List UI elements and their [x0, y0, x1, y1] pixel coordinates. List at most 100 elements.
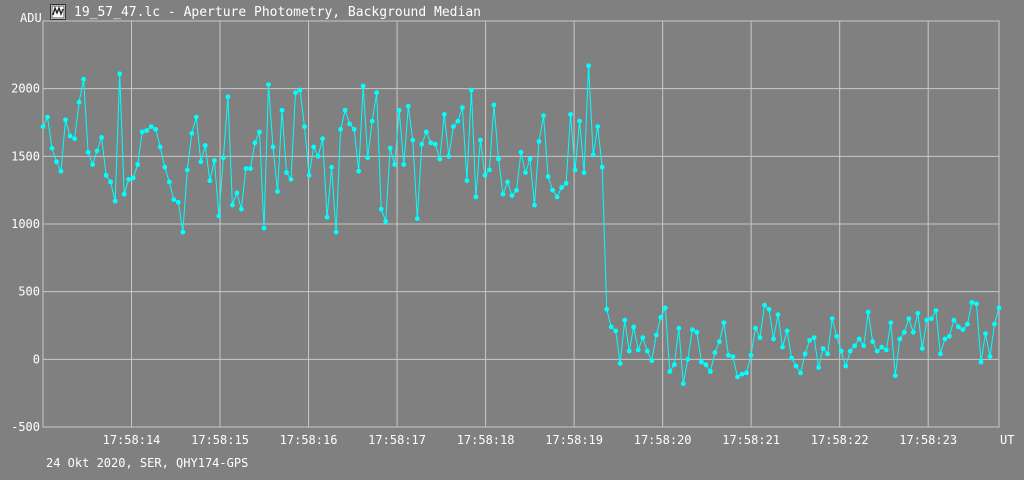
data-point [144, 128, 150, 134]
data-point [906, 316, 912, 322]
data-point [279, 107, 285, 113]
data-point [437, 156, 443, 162]
x-tick-label: 17:58:21 [722, 433, 780, 447]
data-point [419, 141, 425, 147]
data-point [987, 354, 993, 359]
data-point [865, 309, 871, 315]
data-point [184, 167, 190, 173]
data-point [248, 166, 253, 171]
x-tick-label: 17:58:18 [457, 433, 515, 447]
data-point [324, 214, 330, 220]
data-point [347, 121, 352, 127]
data-point [807, 338, 812, 343]
x-tick-label: 17:58:20 [634, 433, 692, 447]
data-point [897, 336, 903, 342]
data-point [662, 305, 668, 311]
data-point [266, 82, 271, 87]
plot-border [42, 20, 1000, 428]
data-point [649, 358, 655, 364]
data-point [108, 179, 113, 185]
data-point [870, 339, 876, 345]
data-point [586, 63, 591, 69]
data-point [360, 83, 366, 89]
data-point [58, 168, 64, 174]
data-point [874, 348, 880, 354]
data-point [387, 145, 393, 151]
data-point [414, 216, 420, 222]
data-point [739, 371, 745, 377]
data-point [67, 133, 73, 139]
data-point [536, 139, 542, 144]
data-point [816, 365, 821, 370]
lightcurve-app-icon[interactable] [50, 4, 66, 20]
data-point [834, 333, 840, 339]
data-point [351, 126, 357, 132]
data-point [532, 202, 537, 208]
data-point [960, 327, 966, 332]
data-point [230, 202, 235, 208]
data-point [85, 149, 91, 155]
data-point [929, 316, 934, 322]
data-point [793, 363, 799, 369]
data-point [148, 124, 154, 129]
data-point [883, 347, 889, 353]
x-tick-label: 17:58:16 [280, 433, 338, 447]
data-point [162, 164, 168, 170]
data-point [694, 329, 700, 335]
data-point [121, 191, 127, 197]
x-tick-label: 17:58:22 [811, 433, 869, 447]
data-point [374, 90, 380, 96]
data-point [762, 302, 767, 308]
data-point [496, 156, 501, 162]
chart-grid [43, 21, 999, 428]
data-point [956, 324, 961, 330]
y-tick-label: 1000 [11, 217, 40, 231]
data-point [771, 336, 776, 342]
data-point [626, 348, 632, 354]
y-axis-label: ADU [20, 11, 42, 25]
series-line [42, 65, 1000, 384]
data-point [514, 187, 519, 193]
data-point [789, 355, 794, 361]
data-point [423, 129, 429, 135]
data-point [306, 172, 312, 178]
data-point [938, 351, 943, 357]
data-point [405, 103, 411, 109]
data-point [469, 87, 474, 93]
data-point [518, 149, 524, 155]
data-point [153, 126, 159, 132]
data-point [297, 87, 303, 93]
data-point [216, 213, 222, 219]
x-tick-label: 17:58:14 [103, 433, 161, 447]
data-point [509, 193, 515, 199]
data-point [130, 175, 136, 181]
data-point [320, 136, 325, 142]
y-tick-label: -500 [11, 420, 40, 434]
data-point [293, 90, 298, 96]
data-point [72, 136, 77, 142]
data-point [879, 344, 885, 350]
data-point [699, 359, 704, 365]
data-point [257, 129, 262, 135]
data-point [40, 124, 46, 129]
data-point [252, 140, 258, 146]
data-point [563, 181, 569, 186]
data-point [798, 370, 803, 376]
data-point [410, 137, 416, 143]
data-point [451, 124, 456, 129]
data-point [198, 159, 204, 165]
data-point [658, 315, 664, 320]
data-point [491, 102, 497, 108]
data-point [428, 140, 434, 146]
data-point [717, 339, 722, 345]
data-point [784, 328, 790, 334]
data-point [983, 331, 988, 336]
data-point [234, 190, 240, 196]
data-point [460, 105, 465, 110]
window-title: 19_57_47.lc - Aperture Photometry, Backg… [74, 4, 481, 20]
data-point [157, 144, 163, 150]
data-point [753, 325, 758, 331]
data-point [590, 152, 596, 158]
data-point [432, 141, 438, 147]
